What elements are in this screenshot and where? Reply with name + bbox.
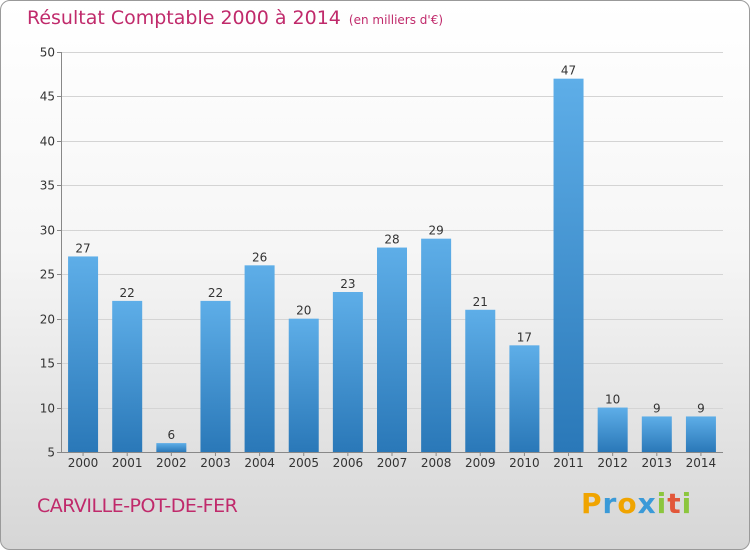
y-tick-label: 10 [40, 402, 55, 416]
bar [332, 292, 363, 452]
bar [509, 345, 540, 452]
y-tick-label: 20 [40, 313, 55, 327]
logo-letter: r [602, 487, 618, 520]
x-tick-label: 2009 [465, 456, 496, 470]
x-tick-label: 2013 [642, 456, 673, 470]
chart-title: Résultat Comptable 2000 à 2014 (en millie… [27, 7, 443, 29]
x-tick-label: 2003 [200, 456, 231, 470]
x-tick-label: 2000 [68, 456, 99, 470]
bar [156, 443, 187, 452]
bar [244, 265, 275, 452]
tick-labels: 5 10 15 20 25 30 35 40 45 50 2000 2001 2002 2003 2004 2… [40, 46, 716, 471]
bar [421, 238, 452, 452]
data-label: 47 [561, 64, 576, 78]
title-text: Résultat Comptable 2000 à 2014 [27, 7, 341, 29]
axes [57, 52, 723, 456]
y-tick-label: 50 [40, 46, 55, 60]
logo-letter: x [637, 487, 657, 520]
y-tick-label: 25 [40, 268, 55, 282]
data-label: 17 [517, 330, 532, 344]
bar [288, 318, 319, 452]
bars [68, 78, 716, 453]
data-label: 29 [428, 224, 443, 238]
y-tick-label: 40 [40, 135, 55, 149]
data-label: 21 [473, 295, 488, 309]
x-tick-label: 2008 [421, 456, 452, 470]
data-label: 26 [252, 250, 267, 264]
bar [68, 256, 99, 452]
unit-label: (en milliers d'€) [348, 13, 444, 27]
bar [377, 247, 407, 452]
proxiti-logo[interactable]: Proxiti [581, 487, 692, 520]
x-tick-label: 2012 [597, 456, 628, 470]
bar [685, 416, 716, 452]
bar [112, 300, 143, 452]
data-label: 22 [208, 286, 223, 300]
data-label: 6 [168, 428, 176, 442]
bar [597, 407, 628, 452]
logo-letter: i [656, 487, 668, 520]
x-tick-label: 2001 [112, 456, 143, 470]
y-tick-label: 30 [40, 224, 55, 238]
y-tick-label: 35 [40, 179, 55, 193]
x-tick-label: 2005 [288, 456, 319, 470]
logo-letter: i [681, 487, 693, 520]
x-tick-label: 2007 [377, 456, 408, 470]
bar [465, 309, 496, 452]
logo-letter: o [617, 487, 638, 520]
x-tick-label: 2010 [509, 456, 540, 470]
y-tick-label: 15 [40, 357, 55, 371]
data-label: 20 [296, 304, 311, 318]
y-tick-label: 45 [40, 90, 55, 104]
bar [200, 300, 231, 452]
bar [553, 78, 584, 453]
data-labels: 27 22 6 22 26 20 23 28 29 21 17 47 10 9 9 [75, 64, 704, 442]
data-label: 23 [340, 277, 355, 291]
y-tick-label: 5 [47, 446, 55, 460]
x-tick-label: 2011 [553, 456, 584, 470]
bar [641, 416, 672, 452]
x-tick-label: 2002 [156, 456, 187, 470]
logo-letter: P [581, 487, 603, 520]
commune-name: CARVILLE-POT-DE-FER [37, 495, 238, 517]
data-label: 22 [120, 286, 135, 300]
x-tick-label: 2004 [244, 456, 275, 470]
data-label: 9 [697, 401, 705, 415]
data-label: 9 [653, 401, 661, 415]
data-label: 27 [75, 241, 90, 255]
data-label: 10 [605, 393, 620, 407]
x-tick-label: 2006 [333, 456, 364, 470]
data-label: 28 [384, 233, 399, 247]
x-tick-label: 2014 [686, 456, 717, 470]
logo-letter: t [667, 487, 682, 520]
